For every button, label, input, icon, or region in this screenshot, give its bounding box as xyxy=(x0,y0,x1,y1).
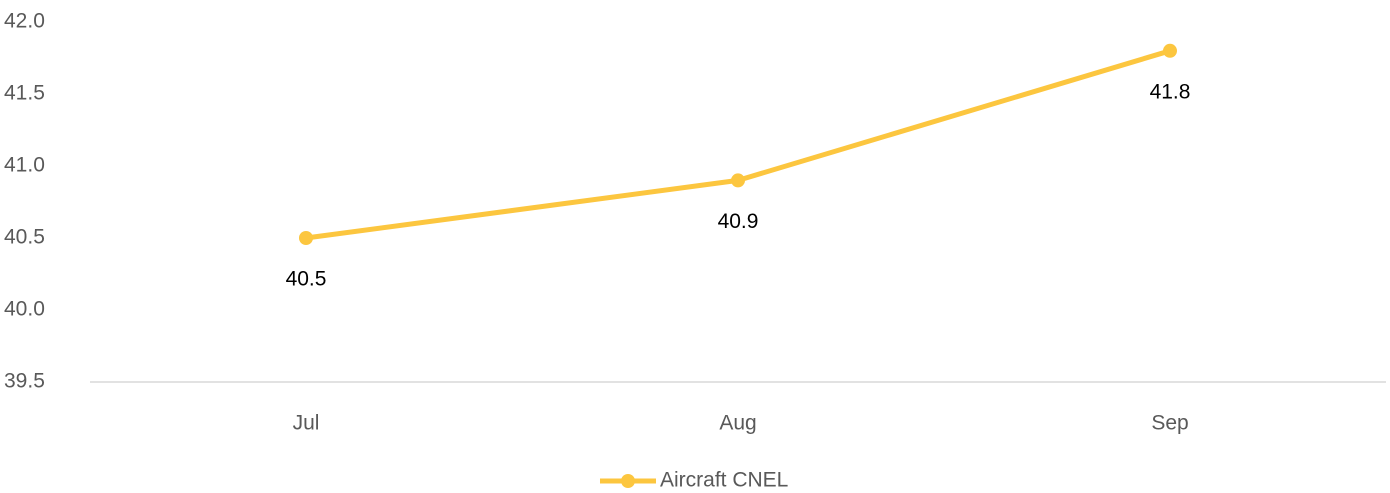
data-label: 40.9 xyxy=(718,210,759,233)
marker xyxy=(1163,43,1177,58)
y-tick-label: 42.0 xyxy=(4,10,45,33)
legend-label: Aircraft CNEL xyxy=(660,469,788,492)
y-tick-label: 39.5 xyxy=(4,370,45,393)
x-tick-label: Aug xyxy=(719,412,756,435)
data-label: 41.8 xyxy=(1150,80,1191,103)
y-tick-label: 40.0 xyxy=(4,298,45,321)
x-tick-label: Jul xyxy=(293,412,320,435)
y-tick-label: 41.5 xyxy=(4,82,45,105)
marker xyxy=(731,173,745,188)
marker xyxy=(299,231,313,245)
y-tick-label: 41.0 xyxy=(4,154,45,177)
legend-marker xyxy=(621,474,635,488)
data-label: 40.5 xyxy=(286,268,327,291)
x-tick-label: Sep xyxy=(1151,412,1188,435)
y-tick-label: 40.5 xyxy=(4,226,45,249)
